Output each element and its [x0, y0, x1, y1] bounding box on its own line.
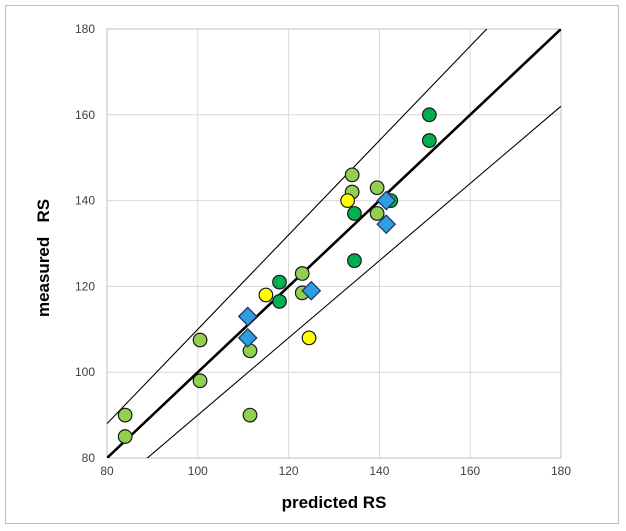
- data-point-diamond: [237, 306, 258, 327]
- y-tick-label: 100: [75, 365, 95, 379]
- identity-line: [107, 29, 561, 458]
- x-tick-label: 80: [100, 464, 114, 478]
- data-point-circle: [192, 373, 208, 389]
- x-tick-label: 160: [460, 464, 480, 478]
- data-point-circle: [347, 206, 362, 221]
- lower-bound-line: [146, 105, 561, 458]
- data-point-circle: [242, 343, 258, 359]
- x-axis-title: predicted RS: [282, 493, 387, 512]
- grid: [106, 28, 562, 459]
- y-axis-title: measured RS: [34, 199, 53, 317]
- data-point-circle: [347, 253, 362, 269]
- data-point-circle: [294, 266, 310, 281]
- reference-lines: [107, 29, 561, 458]
- data-point-circle: [301, 330, 317, 346]
- data-point-circle: [258, 287, 274, 303]
- data-point-circle: [272, 274, 287, 290]
- x-tick-label: 100: [188, 464, 208, 478]
- upper-bound-line: [107, 29, 488, 425]
- data-point-diamond: [376, 214, 397, 235]
- data-point-circle: [344, 167, 360, 183]
- data-point-circle: [421, 133, 437, 148]
- y-tick-label: 120: [75, 279, 95, 293]
- y-tick-label: 180: [75, 22, 95, 36]
- data-point-circle: [369, 180, 385, 196]
- data-point-diamond: [237, 327, 258, 348]
- data-point-circle: [369, 206, 385, 221]
- y-tick-label: 160: [75, 108, 95, 122]
- data-point-circle: [242, 407, 258, 423]
- data-point-circle: [192, 332, 208, 348]
- data-point-circle: [117, 429, 133, 444]
- data-point-circle: [117, 407, 133, 423]
- data-point-diamond: [301, 280, 322, 301]
- data-point-circle: [340, 193, 356, 209]
- y-tick-label: 140: [75, 194, 95, 208]
- x-tick-label: 140: [369, 464, 389, 478]
- tick-labels: 80 100 120 140 160 180 80 100 120 140 160 180: [75, 22, 571, 478]
- data-point-circle: [421, 107, 437, 123]
- data-point-circle: [272, 294, 287, 309]
- plot-area-border: [106, 28, 562, 459]
- data-points: [117, 107, 437, 444]
- x-tick-label: 120: [279, 464, 299, 478]
- y-tick-label: 80: [82, 451, 96, 465]
- x-tick-label: 180: [551, 464, 571, 478]
- data-point-diamond: [376, 190, 397, 211]
